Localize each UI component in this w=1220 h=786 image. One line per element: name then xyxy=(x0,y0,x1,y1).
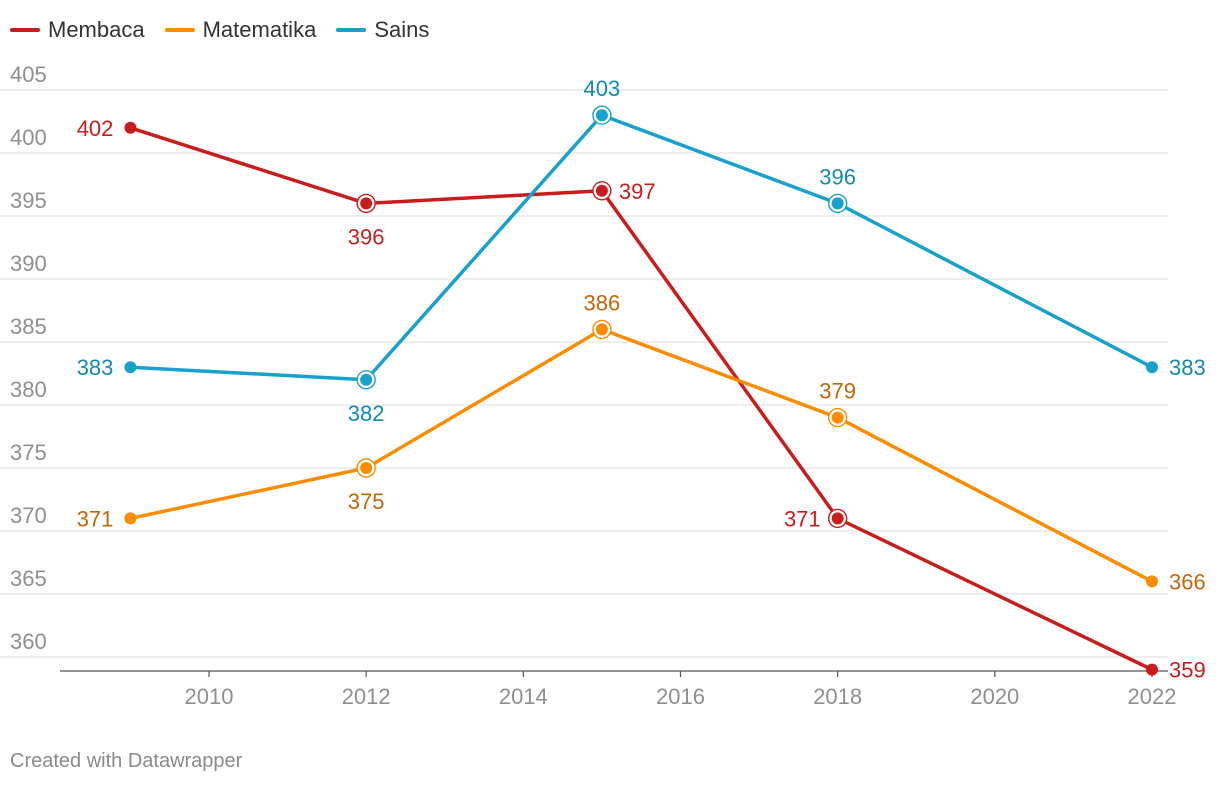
x-tick-label: 2018 xyxy=(813,684,862,709)
data-point-sains xyxy=(831,197,844,210)
series-line-membaca xyxy=(128,126,1154,672)
legend: Membaca Matematika Sains xyxy=(10,14,449,46)
legend-label: Membaca xyxy=(48,17,145,42)
data-point-membaca xyxy=(831,512,844,525)
data-point-sains xyxy=(124,361,137,374)
data-point-sains xyxy=(595,109,608,122)
legend-item-membaca: Membaca xyxy=(10,17,145,43)
footer-credit: Created with Datawrapper xyxy=(10,750,243,772)
data-label: 386 xyxy=(584,290,621,315)
legend-swatch xyxy=(336,28,367,32)
series-line-matematika xyxy=(128,327,1154,584)
data-label: 371 xyxy=(784,506,821,531)
y-tick-label: 365 xyxy=(10,566,47,591)
data-point-sains xyxy=(360,373,373,386)
y-tick-label: 375 xyxy=(10,440,47,465)
data-label: 375 xyxy=(348,489,385,514)
data-point-sains xyxy=(1146,361,1158,374)
data-label: 396 xyxy=(819,164,856,189)
data-label: 403 xyxy=(584,76,621,101)
data-label: 359 xyxy=(1169,658,1206,683)
y-tick-label: 380 xyxy=(10,377,47,402)
legend-label: Sains xyxy=(374,17,430,42)
data-point-membaca xyxy=(1146,663,1158,676)
y-tick-label: 395 xyxy=(10,188,47,213)
y-gridlines xyxy=(0,89,1168,658)
data-label: 396 xyxy=(348,224,385,249)
data-label: 382 xyxy=(348,401,385,426)
x-tick-label: 2016 xyxy=(656,684,705,709)
y-tick-label: 385 xyxy=(10,314,47,339)
data-label: 371 xyxy=(77,506,114,531)
data-point-matematika xyxy=(360,462,373,474)
y-tick-label: 370 xyxy=(10,503,47,528)
data-point-matematika xyxy=(595,323,608,336)
data-label: 397 xyxy=(619,179,656,204)
legend-item-sains: Sains xyxy=(336,17,429,43)
data-label: 402 xyxy=(77,116,114,141)
y-tick-label: 405 xyxy=(10,62,47,87)
data-label: 383 xyxy=(77,355,114,380)
legend-item-matematika: Matematika xyxy=(164,17,317,43)
legend-swatch xyxy=(164,28,195,32)
x-tick-label: 2020 xyxy=(970,684,1019,709)
x-tick-label: 2012 xyxy=(342,684,391,709)
x-tick-label: 2010 xyxy=(185,684,234,709)
x-tick-label: 2014 xyxy=(499,684,548,709)
y-tick-label: 390 xyxy=(10,251,47,276)
data-point-matematika xyxy=(831,411,844,424)
x-tick-label: 2022 xyxy=(1128,684,1177,709)
legend-label: Matematika xyxy=(202,17,317,42)
data-point-matematika xyxy=(124,512,137,525)
data-point-membaca xyxy=(360,197,373,210)
data-point-membaca xyxy=(595,184,608,197)
data-label: 383 xyxy=(1169,355,1206,380)
y-tick-label: 400 xyxy=(10,125,47,150)
legend-swatch xyxy=(10,28,40,32)
data-point-matematika xyxy=(1146,575,1158,588)
data-point-membaca xyxy=(124,121,137,134)
data-label: 366 xyxy=(1169,569,1206,594)
data-label: 379 xyxy=(819,379,856,404)
y-tick-label: 360 xyxy=(10,629,47,654)
